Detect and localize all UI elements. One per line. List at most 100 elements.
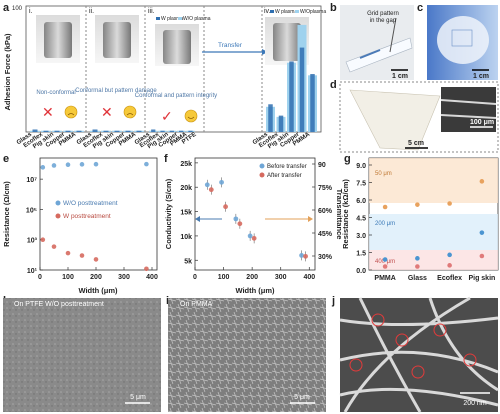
legend-left-label-1: W plasma [161, 16, 183, 22]
g-ytick-6: 9.0 [356, 163, 366, 170]
panel-c-grid [451, 29, 473, 47]
bar-0-ecoflex-dark [43, 130, 49, 132]
junction-circle-3 [433, 323, 447, 337]
panel-i-caption: On PMMA [180, 301, 213, 308]
panel-c-scale-label: 1 cm [473, 73, 489, 80]
sub-i-sad-mouth [67, 113, 75, 116]
bar-0-glass-dark [32, 129, 38, 132]
e-ytick-0: 10¹ [27, 268, 38, 275]
panel-j-letter: j [331, 295, 335, 307]
panel-b: b Grid pattern in the gap 1 cm [330, 2, 414, 80]
sub-i-jar [44, 22, 72, 58]
g-xtick-1: Glass [408, 275, 427, 282]
legend-e-marker-1 [55, 200, 61, 206]
sub-i-caption: Non-conformal [36, 90, 75, 96]
panel-f-axes [194, 157, 316, 271]
panel-a-ylabel: Adhesion Force (kPa) [3, 33, 12, 111]
f-ytick-right-0: 30% [318, 254, 333, 261]
g-ytick-1: 1.5 [356, 251, 366, 258]
sub-iii-jar [163, 30, 191, 64]
g-point-2-2 [447, 263, 452, 268]
legend-f-label-2: After transfer [267, 173, 302, 179]
sub-iii-label: iii. [148, 8, 155, 15]
glass-slide [345, 37, 413, 73]
band-400um [369, 250, 498, 270]
panel-i-sem [168, 298, 326, 412]
e-point-0-4 [93, 161, 99, 167]
g-ytick-0: 0.0 [356, 268, 366, 275]
panel-f: f Conductivity (S/cm) Transmittance Widt… [164, 153, 344, 295]
e-point-1-0 [40, 237, 46, 243]
legend-right-swatch-2 [295, 10, 299, 13]
e-point-0-2 [65, 162, 71, 167]
legend-left-swatch-2 [178, 17, 182, 20]
panel-e: e Resistance (Ω/cm) Width (μm) 0 100 200 30… [2, 153, 158, 295]
f-point-1-2 [237, 221, 243, 227]
f-xtick-2: 200 [246, 274, 258, 281]
f-point-1-3 [251, 235, 257, 241]
junction-circle-6 [463, 353, 477, 367]
legend-left-swatch-1 [156, 17, 160, 20]
panel-g-points [382, 179, 485, 269]
panel-g-letter: g [344, 153, 351, 165]
panel-e-points [40, 161, 149, 272]
g-point-1-1 [415, 256, 420, 261]
e-ytick-2: 10⁵ [26, 207, 37, 214]
sub-ii-jar [103, 22, 131, 58]
f-point-0-4 [299, 252, 304, 258]
f-point-0-1 [219, 179, 224, 185]
panel-g: g 50 μm 200 μm 400 μm Resistance (kΩ/cm)… [341, 153, 499, 282]
panel-a-ymax: 100 [12, 6, 23, 12]
g-point-0-1 [415, 202, 420, 207]
panel-h-sem [3, 298, 161, 412]
bar-0-pig-skin-dark [54, 130, 60, 132]
legend-right-label-2: W/Oplasma [300, 9, 326, 15]
bar-1-ecoflex-dark [103, 130, 109, 132]
panel-d-pig-skin [349, 89, 441, 151]
f-ytick-left-1: 10k [180, 234, 192, 241]
panel-e-axes [39, 157, 158, 271]
panel-e-xlabel: Width (μm) [78, 286, 118, 295]
panel-g-ticks: 0.0 1.5 3.0 4.5 6.0 7.5 9.0 PMMA Glass Ecoflex Pig… [356, 163, 495, 282]
junction-circle-2 [395, 333, 409, 347]
panel-h-caption: On PTFE W/O posttreatment [14, 301, 104, 308]
f-point-0-3 [247, 233, 253, 239]
sub-i-sad-face-icon [64, 105, 78, 119]
g-point-1-3 [479, 230, 485, 235]
panel-j-scale-label: 200 nm [463, 400, 487, 407]
legend-right-swatch-1 [270, 10, 274, 13]
panel-b-text-1: Grid pattern [367, 11, 399, 17]
f-xtick-4: 400 [303, 274, 315, 281]
sub-ii-sad-mouth [126, 113, 134, 116]
e-ytick-3: 10⁷ [26, 177, 37, 184]
panel-d-frame [339, 81, 499, 153]
panel-f-points [204, 177, 308, 262]
f-point-1-0 [208, 187, 214, 193]
f-ytick-right-4: 90 [318, 162, 326, 169]
e-point-0-0 [40, 165, 46, 170]
e-point-1-4 [93, 257, 99, 262]
bar-3-pmma-dark [310, 74, 315, 132]
e-point-1-3 [79, 253, 85, 258]
panel-d-inset-lines [440, 99, 497, 119]
panel-h: h On PTFE W/O posttreatment 5 μm [3, 295, 161, 412]
panel-b-text-2: in the gap [370, 18, 397, 24]
panel-d-letter: d [330, 79, 337, 91]
f-ytick-right-3: 75% [318, 185, 333, 192]
panel-c-skin [437, 16, 489, 64]
legend-e-label-2: W posttreatment [63, 213, 111, 220]
nanowires [339, 296, 499, 413]
bar-3-copper-dark [299, 47, 305, 132]
panel-d-inset [441, 87, 496, 132]
panel-d-scale-label: 5 cm [408, 140, 424, 147]
bar-0-copper-dark [65, 130, 71, 132]
bar-3-ecoflex-dark [278, 115, 284, 132]
f-point-0-0 [204, 182, 210, 188]
g-point-0-0 [382, 204, 388, 210]
g-point-2-0 [382, 264, 388, 269]
legend-f-marker-2 [259, 172, 265, 178]
legend-f-marker-1 [259, 163, 265, 169]
panel-b-letter: b [330, 2, 337, 14]
